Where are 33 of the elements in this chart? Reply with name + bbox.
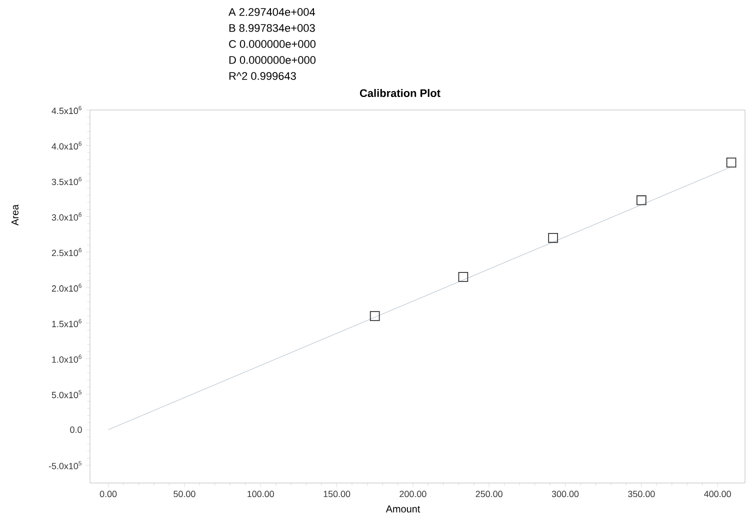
x-tick-label: 50.00	[174, 490, 196, 498]
x-tick-label: 300.00	[552, 490, 579, 498]
x-tick-label: 100.00	[248, 490, 274, 498]
point	[636, 195, 646, 206]
x-tick-label: 200.00	[400, 490, 426, 498]
text: B 8.997834e+003	[229, 24, 315, 32]
point	[458, 272, 468, 282]
text: R^2 0.999643	[229, 72, 296, 80]
y-tick-label: 3.0x10$^{6}$	[52, 212, 82, 221]
y-tick-label: 3.5x10$^{6}$	[52, 177, 82, 186]
y-tick-label: 1.5x10$^{6}$	[52, 319, 82, 328]
point	[370, 311, 380, 321]
y-tick-label: 5.0x10$^{5}$	[52, 390, 82, 398]
y-tick-label: 2.0x10$^{6}$	[52, 284, 82, 292]
y-tick-label: 0.0	[70, 426, 82, 433]
x-tick-label: 150.00	[324, 490, 350, 498]
text: C 0.000000e+000	[229, 40, 316, 48]
point	[726, 158, 736, 168]
x-tick-label: 250.00	[476, 490, 502, 498]
text: A 2.297404e+004	[228, 8, 316, 16]
y-tick-label: 4.5x10$^{6}$	[52, 106, 82, 114]
y-tick-label: 4.0x10$^{6}$	[52, 141, 82, 150]
x-axis-title: Amount	[386, 506, 420, 512]
chart-title: Calibration Plot	[360, 88, 440, 98]
y-tick-label: 2.5x10$^{6}$	[52, 248, 82, 256]
y-tick-label: -5.0x10$^{5}$	[48, 461, 82, 470]
y-tick-label: 1.0x10$^{6}$	[52, 354, 82, 363]
x-tick-label: 350.00	[628, 490, 655, 498]
x-tick-label: 400.00	[704, 490, 731, 498]
point	[548, 232, 558, 243]
x-tick-label: 0.00	[100, 490, 117, 498]
text: D 0.000000e+000	[229, 56, 316, 64]
y-axis-title: Area	[12, 204, 18, 226]
